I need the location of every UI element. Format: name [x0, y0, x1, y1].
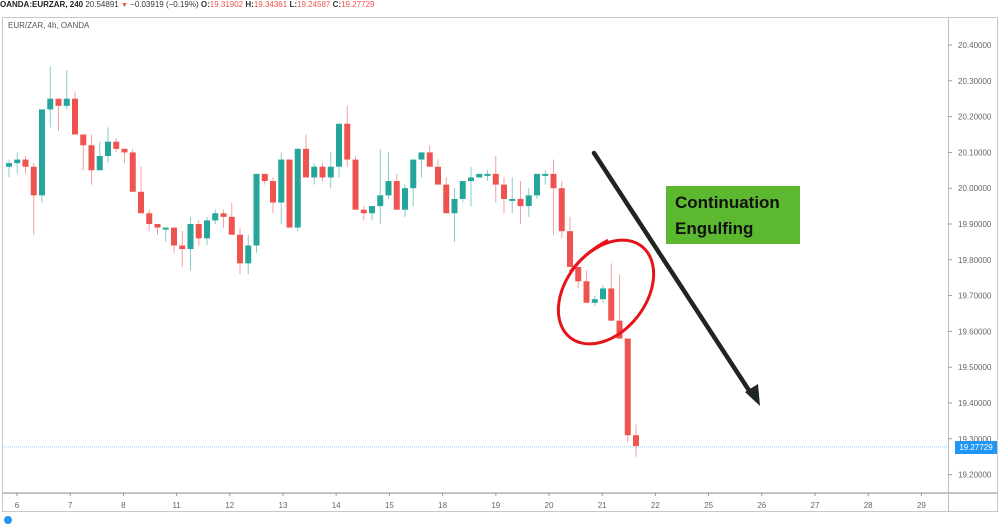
- down-triangle-icon: ▼: [120, 2, 128, 9]
- series-legend: EUR/ZAR, 4h, OANDA: [8, 21, 90, 30]
- svg-text:19.40000: 19.40000: [958, 399, 992, 408]
- symbol-label: OANDA:EURZAR, 240: [0, 0, 84, 9]
- svg-text:20: 20: [545, 501, 554, 510]
- svg-text:18: 18: [438, 501, 447, 510]
- svg-text:19: 19: [491, 501, 500, 510]
- open-value: 19.31902: [209, 0, 244, 9]
- low-value: 19.24587: [297, 0, 331, 9]
- svg-text:14: 14: [332, 501, 341, 510]
- svg-text:27: 27: [811, 501, 820, 510]
- svg-text:6: 6: [15, 501, 20, 510]
- svg-text:19.20000: 19.20000: [958, 471, 992, 480]
- svg-text:28: 28: [864, 501, 873, 510]
- svg-text:11: 11: [172, 501, 181, 510]
- price-axis-divider: [948, 17, 949, 512]
- svg-text:15: 15: [385, 501, 394, 510]
- current-value: 20.54891: [85, 0, 119, 9]
- svg-text:19.80000: 19.80000: [958, 256, 992, 265]
- svg-text:25: 25: [704, 501, 713, 510]
- high-value: 19.34361: [253, 0, 288, 9]
- time-axis[interactable]: [2, 493, 998, 512]
- svg-text:19.50000: 19.50000: [958, 363, 992, 372]
- svg-text:21: 21: [598, 501, 607, 510]
- svg-text:29: 29: [917, 501, 926, 510]
- svg-text:20.20000: 20.20000: [958, 113, 992, 122]
- svg-text:20.30000: 20.30000: [958, 77, 992, 86]
- svg-text:12: 12: [225, 501, 234, 510]
- close-value: 19.27729: [341, 0, 375, 9]
- svg-text:20.00000: 20.00000: [958, 184, 992, 193]
- status-dot-icon: [4, 516, 12, 524]
- svg-text:19.70000: 19.70000: [958, 292, 992, 301]
- last-price-badge: 19.27729: [955, 441, 997, 454]
- chart-frame[interactable]: [2, 17, 998, 493]
- svg-text:8: 8: [121, 501, 126, 510]
- svg-text:19.30000: 19.30000: [958, 435, 992, 444]
- svg-text:22: 22: [651, 501, 660, 510]
- svg-text:19.60000: 19.60000: [958, 327, 992, 336]
- svg-text:7: 7: [68, 501, 73, 510]
- svg-text:20.40000: 20.40000: [958, 41, 992, 50]
- svg-text:26: 26: [757, 501, 766, 510]
- annotation-label: Continuation Engulfing: [666, 186, 800, 244]
- change-value: −0.03919 (−0.19%): [130, 0, 199, 9]
- svg-text:20.10000: 20.10000: [958, 148, 992, 157]
- svg-text:13: 13: [279, 501, 288, 510]
- svg-text:19.90000: 19.90000: [958, 220, 992, 229]
- symbol-header: OANDA:EURZAR, 240 20.54891 ▼ −0.03919 (−…: [0, 0, 375, 9]
